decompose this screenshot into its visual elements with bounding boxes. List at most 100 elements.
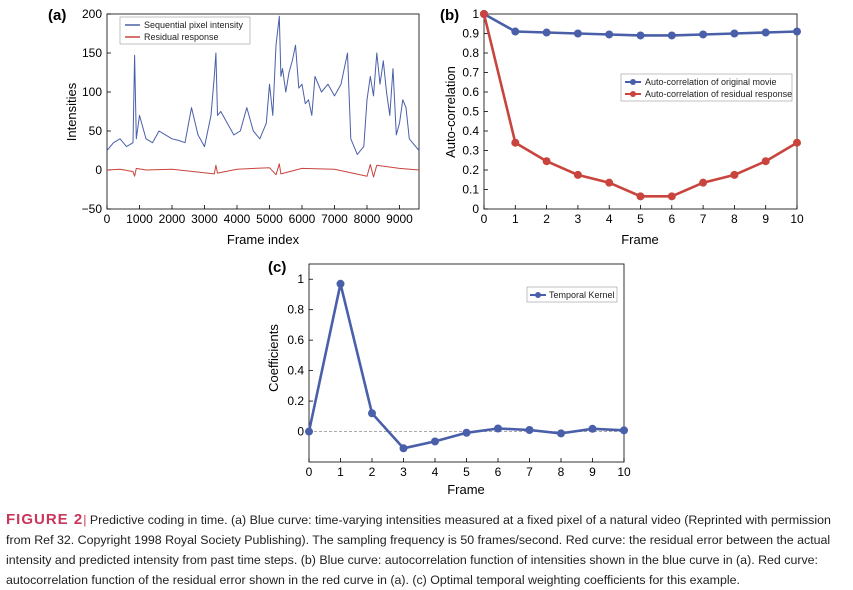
c-plot-ytick-label: 1 (297, 272, 304, 286)
a-plot-xtick-label: 7000 (321, 212, 348, 226)
panel-a-line-chart: (a) 0 1000 2000 3000 4000 5000 6000 7000 8000 900… (48, 7, 420, 247)
b-plot-series-1-point (542, 28, 551, 37)
b-plot-ytick-label: 0.9 (462, 27, 479, 41)
b-plot-xtick-label: 1 (512, 212, 519, 226)
a-plot-ytick-label: −50 (82, 202, 103, 216)
b-plot-ytick-label: 0.3 (462, 144, 479, 158)
figure-caption: FIGURE 2| Predictive coding in time. (a)… (6, 510, 849, 590)
panel-b-legend-series-2: Auto-correlation of residual response (645, 89, 792, 99)
panel-c-label: (c) (268, 259, 286, 276)
b-plot-series-2-point (667, 192, 676, 201)
panel-b-legend-box (620, 73, 793, 102)
a-plot-axes-frame (106, 13, 420, 210)
b-plot-series-1-point (667, 31, 676, 40)
b-plot-series-2-point (511, 138, 520, 147)
b-plot-series-1-point (605, 30, 614, 39)
panel-c-legend: Temporal Kernel (526, 286, 618, 303)
c-plot-xtick-label: 9 (589, 465, 596, 479)
a-plot-xtick-label: 1000 (126, 212, 153, 226)
c-plot-series-1-point (525, 426, 534, 435)
c-plot-series-1-point (620, 426, 628, 435)
panel-b-xlabel: Frame (621, 232, 659, 247)
panel-b-legend-series-1: Auto-correlation of original movie (645, 77, 777, 87)
c-plot-xtick-label: 4 (432, 465, 439, 479)
c-plot-ytick-label: 0.2 (287, 394, 304, 408)
a-plot-xtick-label: 5000 (256, 212, 283, 226)
b-plot-series-1-point (636, 31, 645, 40)
c-plot-xtick-label: 0 (306, 465, 313, 479)
c-plot-series-1-point (494, 424, 502, 433)
b-plot-series-2-point (573, 170, 582, 179)
a-plot-xtick-label: 9000 (386, 212, 413, 226)
b-plot-xtick-label: 4 (606, 212, 613, 226)
panel-a-legend: Sequential pixel intensity Residual resp… (119, 16, 251, 45)
panel-b-legend: Auto-correlation of original movie Auto-… (620, 73, 793, 102)
panel-c-ylabel: Coefficients (266, 324, 281, 392)
b-plot-series-2-point (542, 157, 551, 166)
b-plot-ytick-label: 1 (472, 7, 479, 21)
a-plot-ytick-label: 100 (82, 85, 102, 99)
b-plot-series-2-point (605, 178, 614, 187)
panel-b-legend-red-marker (630, 91, 636, 97)
b-plot-series-2-point (793, 138, 801, 147)
b-plot-xtick-label: 10 (790, 212, 804, 226)
panel-a-legend-series-1: Sequential pixel intensity (144, 20, 244, 30)
b-plot-xtick-label: 8 (731, 212, 738, 226)
c-plot-ytick-label: 0 (297, 425, 304, 439)
panel-c-legend-series-1: Temporal Kernel (549, 290, 615, 300)
b-plot-xtick-label: 6 (668, 212, 675, 226)
b-plot-xtick-label: 9 (762, 212, 769, 226)
panel-a-legend-series-2: Residual response (144, 32, 219, 42)
a-plot-xtick-label: 2000 (159, 212, 186, 226)
b-plot-series-2-point (636, 192, 645, 201)
b-plot-series-1-point (699, 30, 708, 39)
b-plot-series-1-point (511, 27, 520, 36)
c-plot-xtick-label: 8 (558, 465, 565, 479)
b-plot-xtick-label: 0 (481, 212, 488, 226)
b-plot-ytick-label: 0.7 (462, 66, 479, 80)
b-plot-ytick-label: 0.1 (462, 183, 479, 197)
b-plot-series-1-point (730, 29, 739, 38)
panel-b-legend-blue-marker (630, 79, 636, 85)
c-plot-xtick-label: 2 (369, 465, 376, 479)
c-plot-series-1-point (305, 427, 313, 436)
a-plot-series-1-line (106, 15, 420, 155)
b-plot-xtick-label: 2 (543, 212, 550, 226)
b-plot-ytick-label: 0.4 (462, 124, 479, 138)
b-plot-series-2-point (480, 10, 488, 18)
b-plot-series-1-point (793, 27, 801, 36)
b-plot-series-1-point (573, 29, 582, 38)
panel-b-label: (b) (440, 7, 459, 24)
c-plot-series-1-point (588, 424, 597, 433)
caption-text: Predictive coding in time. (a) Blue curv… (6, 513, 831, 587)
panel-c-legend-box (526, 286, 618, 303)
c-plot-series-1-point (557, 429, 565, 438)
c-plot-xtick-label: 1 (337, 465, 344, 479)
c-plot-series-1-point (431, 437, 439, 446)
b-plot-xtick-label: 5 (637, 212, 644, 226)
a-plot-ytick-label: 50 (89, 124, 103, 138)
figure-number: FIGURE 2 (6, 511, 84, 528)
panel-c-line-chart: (c) 0 1 2 3 4 5 6 7 8 9 10 0 0.2 0.4 0.6 0.8 1 Frame Coe… (266, 259, 631, 497)
panel-a-legend-box (119, 16, 251, 45)
c-plot-series-1-point (399, 444, 408, 453)
b-plot-series-2-point (730, 170, 739, 179)
panel-a-xlabel: Frame index (227, 232, 300, 247)
c-plot-xtick-label: 7 (526, 465, 533, 479)
a-plot-xtick-label: 0 (104, 212, 111, 226)
panel-b-ylabel: Auto-correlation (443, 66, 458, 158)
a-plot-ytick-label: 0 (95, 163, 102, 177)
a-plot-xtick-label: 6000 (289, 212, 316, 226)
c-plot-ytick-label: 0.6 (287, 333, 304, 347)
b-plot-xtick-label: 7 (700, 212, 707, 226)
panel-b-line-chart: (b) 0 1 2 3 4 5 6 7 8 9 10 0 0.1 0.2 0.3 0.4 0.5 0.6 0.7 0.… (440, 7, 804, 247)
a-plot-xtick-label: 8000 (354, 212, 381, 226)
b-plot-ytick-label: 0.2 (462, 163, 479, 177)
b-plot-series-2-line (482, 13, 798, 198)
b-plot-axes-frame (483, 13, 798, 210)
c-plot-series-1-point (368, 409, 376, 418)
figure: (a) 0 1000 2000 3000 4000 5000 6000 7000 8000 900… (48, 7, 804, 497)
panel-a-ylabel: Intensities (64, 82, 79, 141)
c-plot-xtick-label: 3 (400, 465, 407, 479)
c-plot-xtick-label: 5 (463, 465, 470, 479)
